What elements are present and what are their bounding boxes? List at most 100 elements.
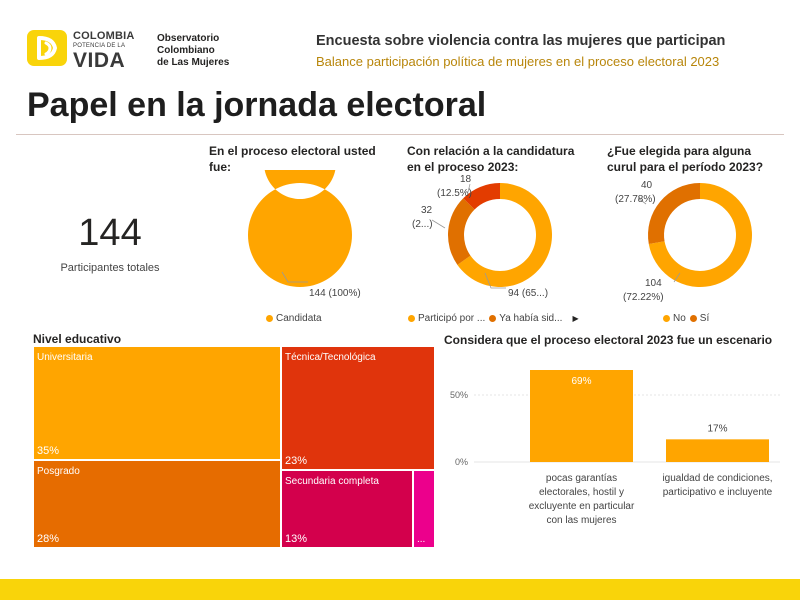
ytick-0: 0% xyxy=(455,457,468,467)
d2-slice-0[interactable] xyxy=(457,183,552,287)
legend-dot xyxy=(663,315,670,322)
category-label-igualdad: igualdad de condiciones, participativo e… xyxy=(662,473,772,498)
kpi-label: Participantes totales xyxy=(60,262,160,274)
donut3-title-line-1: ¿Fue elegida para alguna xyxy=(607,144,752,158)
d1-leader-line xyxy=(281,271,308,283)
tile-name: Técnica/Tecnológica xyxy=(285,352,376,363)
legend-label: No xyxy=(673,313,686,324)
tile-name: Universitaria xyxy=(37,352,93,363)
tile-name: Posgrado xyxy=(37,466,80,477)
d2-label-18-count: 18 xyxy=(460,174,472,185)
d1-label-candidata: 144 (100%) xyxy=(309,288,361,299)
legend-label: Candidata xyxy=(276,313,322,324)
d1-slice-0[interactable] xyxy=(248,170,352,287)
tile-posgrado[interactable]: Posgrado 28% xyxy=(33,460,281,548)
data-label-pocas-garantias: 69% xyxy=(571,376,591,387)
tile-tecnica[interactable]: Técnica/Tecnológica 23% xyxy=(281,346,435,470)
tile-value: ... xyxy=(417,534,426,545)
legend-dot xyxy=(489,315,497,322)
donut3-legend: No Sí xyxy=(663,313,713,324)
d2-slice-2[interactable] xyxy=(463,183,500,210)
legend-label: Sí xyxy=(699,313,710,324)
brand-line-1: COLOMBIA xyxy=(73,30,135,42)
donut1-title-line-2: fue: xyxy=(209,160,231,174)
donut2-title-line-1: Con relación a la candidatura xyxy=(407,144,575,158)
d2-label-32-count: 32 xyxy=(421,205,433,216)
d3-slice-0[interactable] xyxy=(648,183,752,287)
donut-chart-candidacy: 94 (65...) 32 (2...) 18 (12.5%) xyxy=(412,174,552,299)
bar-chart-scenario: 0% 50% 69% 17% pocas garantías electoral… xyxy=(450,370,780,526)
ytick-50: 50% xyxy=(450,390,468,400)
legend-dot xyxy=(266,315,273,322)
tile-value: 23% xyxy=(285,455,308,467)
d2-leader-32 xyxy=(431,219,446,229)
d2-slice-1[interactable] xyxy=(448,198,475,265)
d2-leader-94 xyxy=(484,272,506,289)
d2-label-18-pct: (12.5%) xyxy=(437,188,472,199)
d3-slice-1[interactable] xyxy=(648,183,700,245)
page-title: Papel en la jornada electoral xyxy=(27,86,487,124)
legend-item-candidata[interactable]: Candidata xyxy=(266,313,322,324)
category-line: pocas garantías xyxy=(546,473,617,484)
d3-leader-104 xyxy=(673,272,681,283)
d2-label-32-pct: (2...) xyxy=(412,219,433,230)
tile-otros[interactable]: ... xyxy=(413,470,435,548)
donut3-title-line-2: curul para el período 2023? xyxy=(607,160,764,174)
title-divider xyxy=(16,134,784,135)
kpi-value: 144 xyxy=(78,212,142,254)
colombia-logo-icon xyxy=(27,30,67,66)
category-line: participativo e incluyente xyxy=(663,487,773,498)
observatorio-label: Observatorio Colombiano de Las Mujeres xyxy=(157,33,237,69)
d3-label-104-count: 104 xyxy=(645,278,662,289)
observatorio-line-1: Observatorio xyxy=(157,33,220,44)
report-title: Encuesta sobre violencia contra las muje… xyxy=(316,33,726,49)
legend-item-ya-habia[interactable]: Ya había sid... xyxy=(489,313,562,324)
brand-logo-text: COLOMBIA POTENCIA DE LA VIDA xyxy=(73,30,135,72)
brand-line-2: POTENCIA DE LA xyxy=(73,43,126,49)
d2-leader-18 xyxy=(467,183,471,193)
category-line: con las mujeres xyxy=(546,515,616,526)
donut-chart-elected: 104 (72.22%) 40 (27.78%) xyxy=(615,180,752,303)
donut1-title: En el proceso electoral usted fue: xyxy=(209,143,376,175)
legend-item-participo[interactable]: Participó por ... xyxy=(408,313,485,324)
bar-pocas-garantias[interactable] xyxy=(530,370,633,462)
tile-value: 35% xyxy=(37,445,60,457)
tile-name: Secundaria completa xyxy=(285,476,379,487)
footer-bar xyxy=(0,579,800,600)
tile-universitaria[interactable]: Universitaria 35% xyxy=(33,346,281,460)
legend-item-no[interactable]: No xyxy=(663,313,686,324)
category-line: electorales, hostil y xyxy=(539,487,624,498)
donut1-legend: Candidata xyxy=(266,313,326,324)
category-label-pocas-garantias: pocas garantías electorales, hostil y ex… xyxy=(529,473,635,526)
category-line: excluyente en particular xyxy=(529,501,635,512)
legend-item-si[interactable]: Sí xyxy=(689,313,710,324)
d3-label-40-count: 40 xyxy=(641,180,653,191)
legend-next-arrow-icon[interactable]: ▶ xyxy=(572,314,579,323)
legend-label: Ya había sid... xyxy=(499,313,563,324)
donut2-title-line-2: en el proceso 2023: xyxy=(407,160,519,174)
category-line: igualdad de condiciones, xyxy=(662,473,772,484)
brand-line-3: VIDA xyxy=(73,49,126,72)
bar-chart-title: Considera que el proceso electoral 2023 … xyxy=(444,333,773,347)
donut-chart-role: 144 (100%) xyxy=(248,170,361,299)
observatorio-line-3: de Las Mujeres xyxy=(157,57,230,68)
d3-label-104-pct: (72.22%) xyxy=(623,292,664,303)
bar-igualdad[interactable] xyxy=(666,439,769,462)
legend-dot xyxy=(408,315,415,322)
treemap-education: Universitaria 35% Posgrado 28% Técnica/T… xyxy=(33,346,435,548)
d2-label-94: 94 (65...) xyxy=(508,288,548,299)
tile-value: 28% xyxy=(37,533,60,545)
donut3-title: ¿Fue elegida para alguna curul para el p… xyxy=(607,143,763,175)
donut2-legend: Participó por ... Ya había sid... ▶ xyxy=(408,313,579,324)
report-subtitle: Balance participación política de mujere… xyxy=(316,54,720,69)
legend-label: Participó por ... xyxy=(418,313,486,324)
donut2-title: Con relación a la candidatura en el proc… xyxy=(407,143,574,175)
observatorio-line-2: Colombiano xyxy=(157,45,215,56)
donut1-title-line-1: En el proceso electoral usted xyxy=(209,144,376,158)
tile-secundaria[interactable]: Secundaria completa 13% xyxy=(281,470,413,548)
data-label-igualdad: 17% xyxy=(707,423,727,434)
tile-value: 13% xyxy=(285,533,308,545)
d3-label-40-pct: (27.78%) xyxy=(615,194,656,205)
treemap-title: Nivel educativo xyxy=(33,332,122,346)
d3-leader-40 xyxy=(637,197,647,205)
